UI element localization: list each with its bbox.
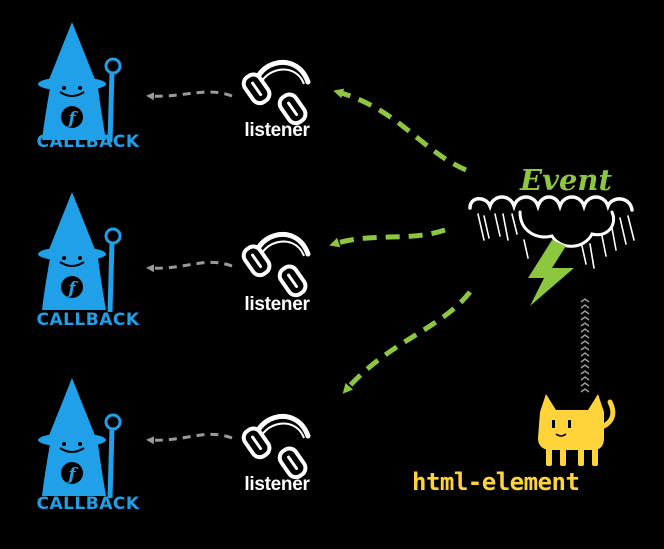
wizard-icon — [38, 378, 120, 498]
wizard-icon — [38, 192, 120, 312]
callback-label: CALLBACK — [36, 494, 140, 514]
element-to-event-chain — [580, 298, 590, 393]
listener-3-to-callback-arrow — [146, 432, 233, 445]
headphones-icon — [241, 234, 309, 298]
listener-label: listener — [244, 294, 310, 315]
listener-label: listener — [244, 120, 310, 141]
cat-icon — [538, 394, 616, 466]
event-to-listener-2-arrow — [329, 227, 446, 248]
event-label: Event — [520, 163, 612, 197]
headphones-icon — [241, 62, 309, 126]
callback-label: CALLBACK — [36, 310, 140, 330]
wizard-icon — [38, 22, 120, 142]
event-to-listener-3-arrow — [342, 290, 472, 394]
lightning-bolt-icon — [528, 240, 574, 306]
listener-label: listener — [244, 474, 310, 495]
html-element-label: html-element — [412, 468, 580, 496]
listener-1-to-callback-arrow — [146, 90, 233, 101]
storm-cloud-icon — [468, 195, 635, 269]
callback-label: CALLBACK — [36, 132, 140, 152]
event-to-listener-1-arrow — [333, 88, 467, 173]
listener-2-to-callback-arrow — [146, 260, 233, 273]
headphones-icon — [241, 416, 309, 480]
